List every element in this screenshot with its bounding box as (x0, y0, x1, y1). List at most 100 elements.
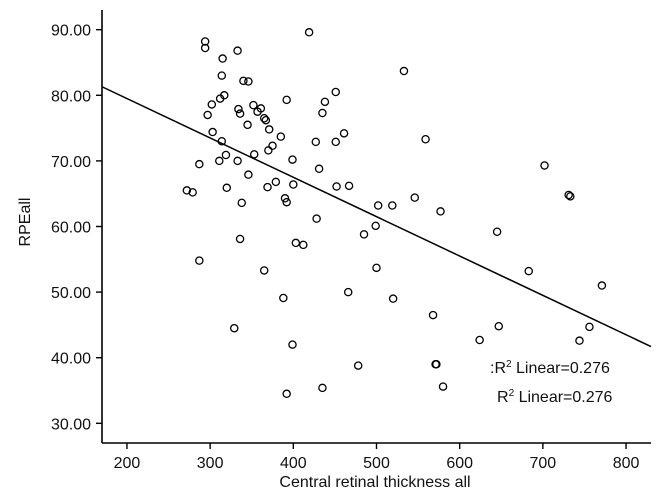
regression-line (101, 86, 652, 348)
data-point (299, 240, 308, 250)
data-point (344, 181, 354, 191)
data-point (320, 97, 330, 107)
data-point (288, 155, 297, 164)
y-tick-label: 50.00 (51, 285, 91, 302)
data-point (318, 383, 327, 393)
data-point (331, 87, 340, 97)
data-point (492, 227, 502, 236)
data-point (318, 108, 327, 118)
x-tick-label: 300 (197, 455, 224, 472)
data-point (597, 281, 607, 290)
data-point (249, 100, 258, 110)
data-point (268, 141, 277, 151)
data-point (388, 294, 398, 303)
data-point (200, 43, 210, 53)
data-points (182, 28, 607, 399)
data-point (564, 190, 573, 200)
data-point (276, 132, 286, 141)
data-point (289, 180, 298, 189)
x-tick-label: 600 (446, 455, 473, 472)
data-point (566, 192, 575, 201)
data-point (282, 197, 291, 207)
data-point (233, 156, 242, 166)
data-point (217, 136, 227, 146)
data-point (428, 310, 438, 320)
data-point (259, 114, 269, 123)
y-tick-label: 40.00 (51, 351, 91, 368)
data-point (261, 115, 271, 125)
data-point (282, 389, 291, 399)
data-point (264, 125, 274, 134)
data-point (230, 323, 239, 333)
data-point (239, 76, 248, 86)
data-point (288, 340, 297, 349)
data-point (524, 266, 533, 276)
x-tick-label: 800 (613, 455, 640, 472)
data-point (264, 146, 273, 155)
x-tick-label: 400 (280, 455, 307, 472)
y-axis-ticks: 30.00 40.00 50.00 60.00 70.00 80.00 90.00 (51, 23, 102, 433)
y-tick-label: 90.00 (51, 23, 91, 40)
data-point (373, 201, 383, 210)
data-point (291, 238, 301, 248)
y-tick-label: 70.00 (51, 154, 91, 171)
data-point (399, 66, 409, 76)
data-point (217, 71, 227, 80)
data-point (188, 188, 197, 197)
data-point (235, 234, 245, 244)
data-point (233, 46, 242, 55)
data-point (282, 95, 291, 105)
data-point (203, 110, 212, 120)
data-point (215, 94, 225, 103)
data-point (244, 170, 253, 179)
data-point (421, 134, 430, 144)
data-point (256, 104, 266, 113)
r-squared-annotation-2: R2 Linear=0.276 (497, 388, 613, 406)
data-point (279, 293, 288, 303)
data-point (359, 230, 369, 239)
y-tick-label: 80.00 (51, 88, 91, 105)
data-point (475, 335, 484, 345)
data-point (353, 361, 363, 370)
data-point (221, 150, 231, 160)
data-point (494, 321, 504, 331)
data-point (243, 120, 252, 130)
data-point (259, 266, 269, 275)
data-point (215, 156, 224, 166)
data-point (331, 137, 340, 147)
x-axis-title: Central retinal thickness all (279, 474, 470, 491)
data-point (388, 201, 397, 210)
data-point (312, 214, 321, 223)
data-point (314, 164, 324, 174)
data-point (207, 100, 217, 109)
r-squared-annotation-1: :R2 Linear=0.276 (490, 359, 610, 377)
data-point (234, 104, 243, 114)
data-point (371, 221, 380, 231)
data-point (432, 360, 441, 369)
data-point (540, 161, 549, 170)
data-point (332, 182, 341, 191)
y-axis-title: RPEall (17, 198, 34, 247)
data-point (182, 186, 192, 195)
x-tick-label: 500 (363, 455, 390, 472)
data-point (585, 322, 594, 332)
data-point (218, 54, 227, 63)
data-point (410, 193, 420, 202)
data-point (208, 127, 217, 137)
y-tick-label: 60.00 (51, 220, 91, 237)
x-axis-ticks: 200 300 400 500 600 700 800 (114, 443, 640, 472)
data-point (343, 287, 353, 297)
data-point (304, 28, 314, 37)
data-point (438, 382, 448, 391)
data-point (249, 150, 259, 159)
data-point (372, 263, 381, 273)
data-point (339, 129, 349, 138)
data-point (195, 159, 204, 169)
data-point (244, 77, 253, 86)
data-point (222, 183, 232, 193)
data-point (235, 109, 245, 118)
y-tick-label: 30.00 (51, 416, 91, 433)
data-point (280, 194, 290, 203)
x-tick-label: 200 (114, 455, 141, 472)
